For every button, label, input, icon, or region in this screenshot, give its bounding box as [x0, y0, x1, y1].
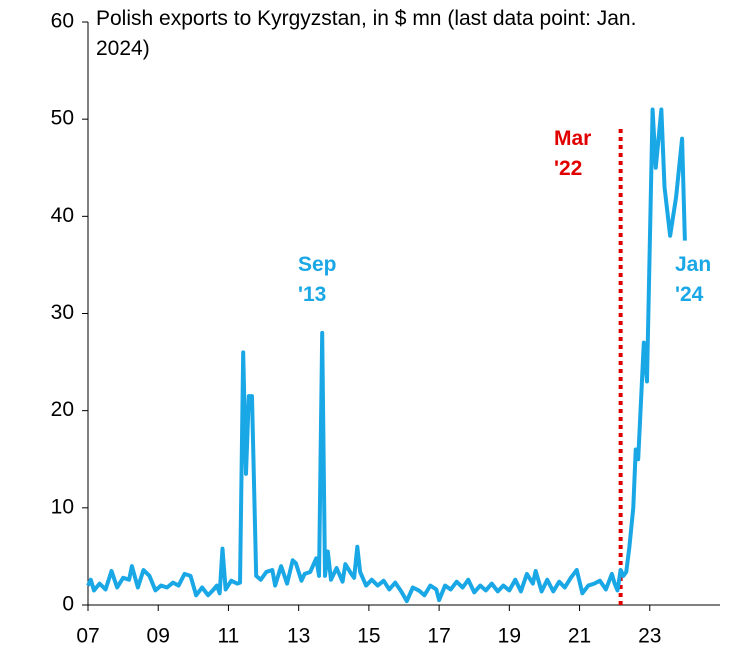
y-tick-label: 60 — [51, 10, 74, 33]
x-tick-label: 11 — [218, 625, 240, 648]
y-tick-label: 50 — [51, 107, 74, 130]
y-tick-label: 40 — [51, 204, 74, 227]
x-tick-label: 23 — [638, 625, 661, 648]
annotation: Jan '24 — [675, 253, 712, 306]
y-tick-label: 20 — [51, 398, 74, 421]
x-tick-label: 17 — [427, 625, 450, 648]
annotation: Sep '13 — [298, 253, 337, 306]
x-tick-label: 19 — [498, 625, 521, 648]
x-tick-label: 07 — [76, 625, 99, 648]
annotation: Mar '22 — [554, 127, 592, 180]
y-tick-label: 10 — [51, 495, 74, 518]
data-line — [86, 107, 687, 604]
y-tick-label: 30 — [51, 301, 74, 324]
x-tick-label: 09 — [147, 625, 170, 648]
x-tick-label: 15 — [357, 625, 380, 648]
x-tick-label: 21 — [568, 625, 591, 648]
x-tick-label: 13 — [287, 625, 310, 648]
chart-title: Polish exports to Kyrgyzstan, in $ mn (l… — [96, 7, 637, 60]
y-tick-label: 0 — [62, 593, 74, 616]
